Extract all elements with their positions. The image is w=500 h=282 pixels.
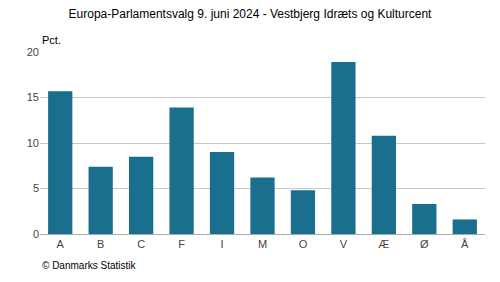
- svg-text:V: V: [340, 238, 348, 250]
- svg-text:C: C: [137, 238, 145, 250]
- svg-text:Ø: Ø: [420, 238, 429, 250]
- svg-text:A: A: [57, 238, 65, 250]
- svg-text:Å: Å: [461, 238, 469, 250]
- svg-text:Europa-Parlamentsvalg 9. juni: Europa-Parlamentsvalg 9. juni 2024 - Ves…: [69, 7, 433, 21]
- svg-text:15: 15: [27, 91, 39, 103]
- svg-text:F: F: [178, 238, 185, 250]
- svg-text:I: I: [221, 238, 224, 250]
- svg-text:0: 0: [33, 228, 39, 240]
- svg-text:10: 10: [27, 137, 39, 149]
- svg-text:B: B: [97, 238, 104, 250]
- svg-text:M: M: [258, 238, 267, 250]
- svg-text:Pct.: Pct.: [42, 34, 61, 46]
- svg-text:5: 5: [33, 182, 39, 194]
- svg-text:Æ: Æ: [378, 238, 389, 250]
- svg-text:20: 20: [27, 46, 39, 58]
- svg-text:© Danmarks Statistik: © Danmarks Statistik: [42, 260, 137, 271]
- svg-text:O: O: [299, 238, 308, 250]
